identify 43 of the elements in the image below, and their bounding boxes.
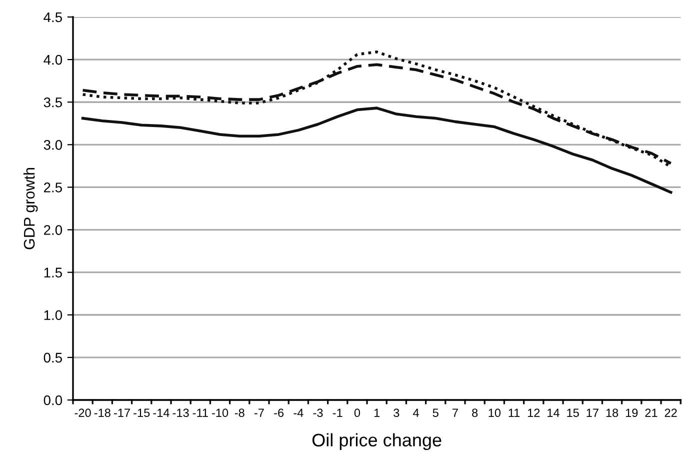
- x-tick-label: 14: [548, 408, 560, 417]
- y-tick-label: 3.0: [44, 140, 62, 150]
- x-tick-label: 12: [528, 408, 540, 417]
- y-tick-label: 4.5: [44, 12, 62, 22]
- x-tick-label: 3: [394, 408, 400, 418]
- x-tick-label: 5: [432, 408, 438, 418]
- y-tick-label: 0.5: [44, 352, 62, 363]
- y-tick-label: 2.0: [44, 225, 62, 235]
- x-tick-label: -7: [254, 408, 264, 417]
- x-tick-label: 21: [645, 408, 658, 417]
- x-tick-label: 19: [626, 408, 638, 418]
- y-tick-label: 1.5: [44, 268, 62, 278]
- x-tick-label: -13: [172, 408, 189, 418]
- x-tick-label: 1: [374, 408, 380, 417]
- y-axis-title: GDP growth: [23, 168, 38, 250]
- x-tick-label: 4: [413, 408, 419, 417]
- x-tick-label: -1: [332, 408, 342, 417]
- x-tick-label: -14: [153, 408, 170, 417]
- x-tick-label: -18: [94, 408, 110, 418]
- x-tick-label: -15: [134, 408, 150, 418]
- x-tick-label: -6: [274, 408, 284, 418]
- x-tick-label: -10: [212, 408, 228, 418]
- x-tick-label: -4: [294, 408, 304, 417]
- x-tick-label: -11: [192, 408, 208, 417]
- x-tick-label: 18: [606, 408, 618, 418]
- y-tick-label: 0.0: [44, 395, 62, 406]
- y-tick-label: 2.5: [44, 182, 62, 192]
- x-tick-label: 11: [508, 408, 520, 417]
- x-tick-label: 10: [488, 408, 501, 418]
- x-tick-label: -3: [313, 408, 323, 418]
- y-tick-label: 3.5: [44, 97, 62, 108]
- x-tick-label: 15: [567, 408, 579, 418]
- x-tick-label: 0: [354, 408, 360, 418]
- x-tick-label: 22: [664, 408, 677, 417]
- y-tick-label: 4.0: [44, 54, 62, 65]
- x-tick-label: 17: [586, 408, 598, 417]
- x-tick-label: -20: [74, 408, 91, 418]
- x-tick-label: 8: [472, 408, 478, 418]
- x-tick-label: -8: [234, 408, 244, 418]
- x-tick-label: -17: [114, 408, 130, 417]
- x-axis-title: Oil price change: [312, 433, 442, 450]
- x-tick-label: 7: [452, 408, 458, 417]
- y-tick-label: 1.0: [44, 310, 62, 320]
